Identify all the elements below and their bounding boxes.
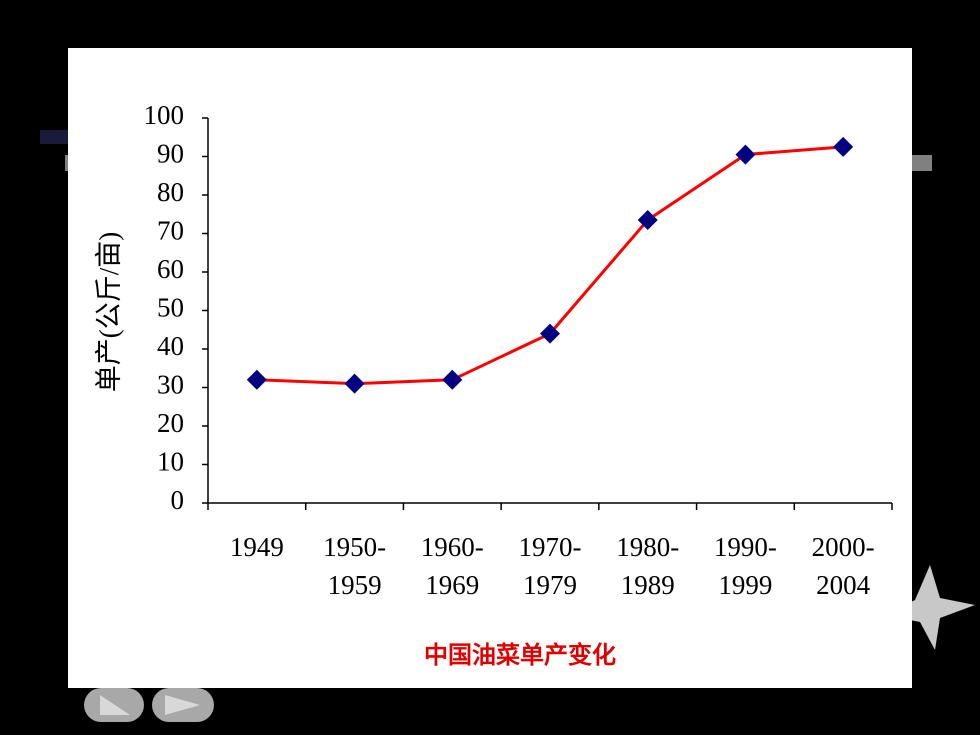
y-tick-label: 70 bbox=[157, 216, 184, 246]
x-tick-label: 1999 bbox=[718, 570, 772, 600]
x-tick-label: 1979 bbox=[523, 570, 577, 600]
next-button[interactable] bbox=[152, 688, 214, 722]
y-tick-label: 30 bbox=[157, 370, 184, 400]
y-tick-label: 100 bbox=[144, 100, 185, 130]
decor-star bbox=[885, 565, 975, 650]
x-tick-label: 2004 bbox=[816, 570, 871, 600]
next-button-icon[interactable] bbox=[165, 695, 200, 715]
chart-panel bbox=[68, 48, 912, 688]
x-tick-label: 1960- bbox=[421, 532, 484, 562]
y-tick-label: 90 bbox=[157, 139, 184, 169]
x-tick-label: 1949 bbox=[230, 532, 284, 562]
y-axis-label: 单产(公斤/亩) bbox=[94, 232, 124, 392]
y-tick-label: 10 bbox=[157, 447, 184, 477]
data-marker bbox=[344, 373, 365, 394]
x-tick-label: 1959 bbox=[328, 570, 382, 600]
data-marker bbox=[246, 369, 267, 390]
y-tick-label: 80 bbox=[157, 177, 184, 207]
prev-button-icon[interactable] bbox=[100, 695, 130, 715]
x-tick-label: 1970- bbox=[519, 532, 582, 562]
data-marker bbox=[540, 323, 560, 344]
x-tick-label: 1950- bbox=[323, 532, 386, 562]
y-tick-label: 50 bbox=[157, 293, 184, 323]
x-tick-label: 1980- bbox=[616, 532, 679, 562]
x-tick-label: 1990- bbox=[714, 532, 777, 562]
y-tick-label: 20 bbox=[157, 408, 184, 438]
data-marker bbox=[637, 210, 658, 231]
decor-bar bbox=[40, 130, 70, 144]
x-tick-label: 1989 bbox=[621, 570, 675, 600]
data-marker bbox=[735, 144, 756, 165]
data-marker bbox=[833, 136, 854, 157]
y-tick-label: 40 bbox=[157, 331, 184, 361]
chart-title: 中国油菜单产变化 bbox=[424, 641, 616, 669]
y-tick-label: 60 bbox=[157, 254, 184, 284]
prev-button[interactable] bbox=[84, 688, 144, 722]
x-tick-label: 2000- bbox=[812, 532, 875, 562]
y-tick-label: 0 bbox=[171, 485, 185, 515]
data-marker bbox=[442, 369, 463, 390]
x-tick-label: 1969 bbox=[425, 570, 479, 600]
